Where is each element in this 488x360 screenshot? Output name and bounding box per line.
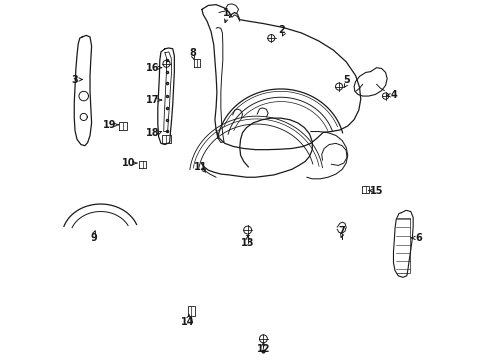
Text: 13: 13 (241, 238, 254, 248)
Text: 3: 3 (71, 75, 78, 85)
Text: 10: 10 (121, 158, 135, 168)
Text: 15: 15 (369, 186, 383, 195)
Text: 5: 5 (342, 75, 349, 85)
Text: 18: 18 (146, 128, 160, 138)
Text: 9: 9 (90, 233, 97, 243)
Text: 19: 19 (103, 120, 116, 130)
Text: 6: 6 (414, 233, 421, 243)
Text: 1: 1 (223, 8, 230, 18)
Text: 14: 14 (180, 317, 194, 327)
Text: 17: 17 (146, 95, 160, 105)
Text: 7: 7 (338, 226, 345, 236)
Text: 16: 16 (146, 63, 160, 73)
Text: 12: 12 (256, 345, 269, 355)
Text: 4: 4 (390, 90, 397, 100)
Text: 11: 11 (193, 162, 207, 172)
Text: 8: 8 (189, 48, 196, 58)
Text: 2: 2 (278, 25, 285, 35)
